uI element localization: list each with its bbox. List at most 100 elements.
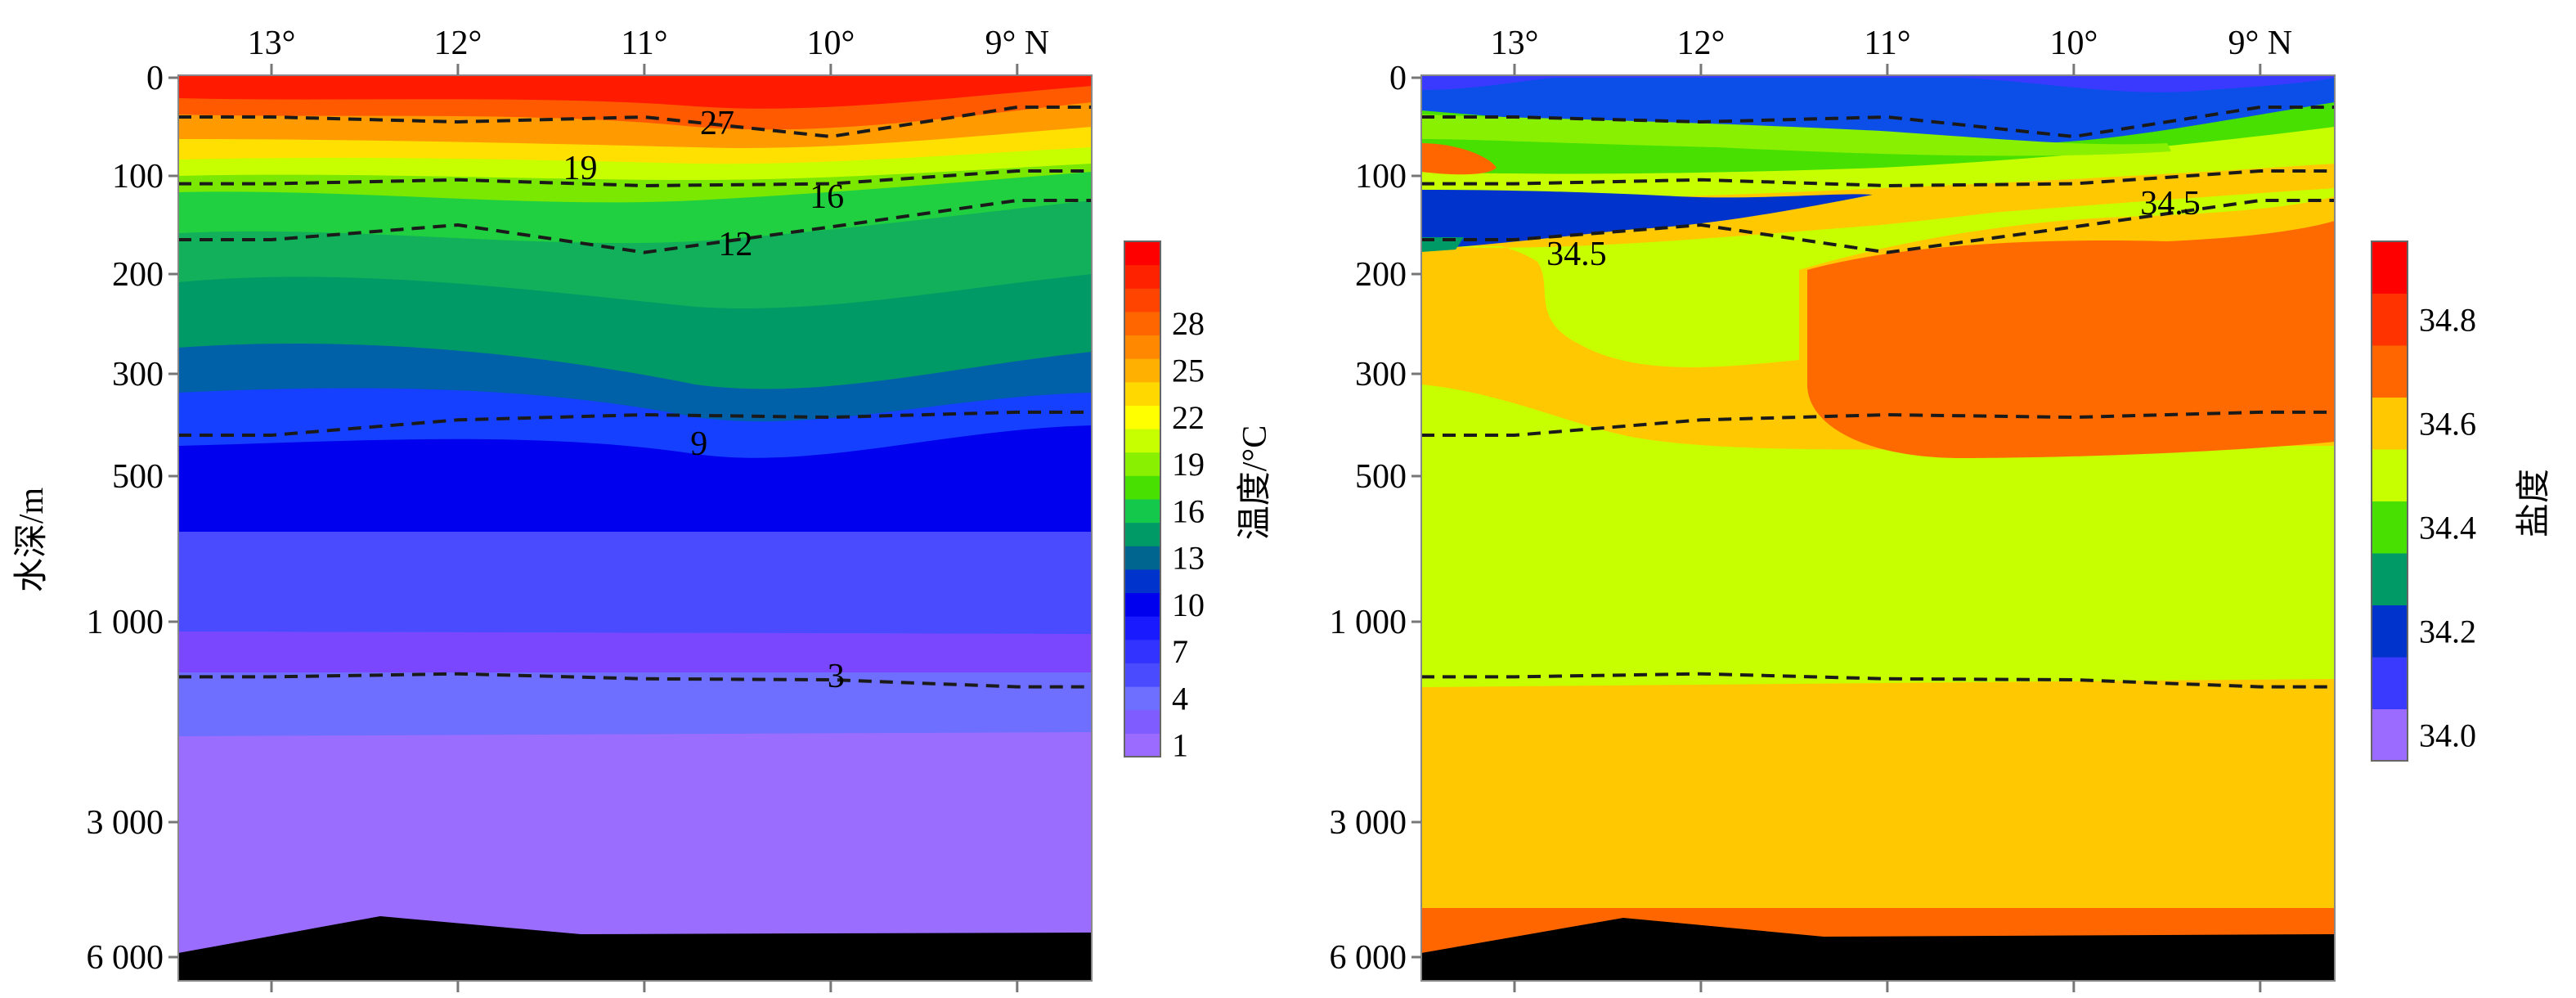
isoline bbox=[1421, 169, 2335, 188]
contour-label: 34.5 bbox=[2140, 185, 2201, 223]
y-tick-label: 100 bbox=[112, 158, 164, 196]
isoline bbox=[178, 672, 1092, 689]
colorbar-tick-label: 28 bbox=[1172, 305, 1205, 342]
x-tick-label: 9° N bbox=[2228, 25, 2292, 62]
x-tick-label: 10° bbox=[2049, 25, 2098, 62]
x-tick-label: 12° bbox=[434, 25, 482, 62]
isoline bbox=[178, 106, 1092, 139]
colorbar-tick-label: 22 bbox=[1172, 399, 1205, 436]
seafloor-bathymetry bbox=[178, 916, 1092, 981]
isoline bbox=[178, 169, 1092, 188]
y-tick-label: 6 000 bbox=[87, 939, 164, 977]
y-tick-label: 1 000 bbox=[1330, 604, 1407, 641]
x-tick-label: 11° bbox=[621, 25, 667, 62]
temperature-colorbar-label: 温度/°C bbox=[1236, 425, 1274, 540]
isoline bbox=[178, 199, 1092, 254]
seafloor-bathymetry bbox=[1421, 918, 2335, 981]
colorbar-segment bbox=[1124, 311, 1160, 336]
x-tick-label: 12° bbox=[1677, 25, 1726, 62]
isoline bbox=[1421, 672, 2335, 689]
isoline bbox=[1421, 106, 2335, 139]
colorbar-segment bbox=[2372, 657, 2408, 709]
colorbar-tick-label: 7 bbox=[1172, 633, 1188, 670]
colorbar-segment bbox=[1124, 686, 1160, 711]
colorbar-tick-label: 16 bbox=[1172, 492, 1205, 529]
contour-label: 16 bbox=[810, 178, 844, 216]
colorbar-segment bbox=[1124, 709, 1160, 734]
y-tick-label: 0 bbox=[1389, 60, 1407, 97]
contour-label: 12 bbox=[718, 226, 752, 263]
colorbar-segment bbox=[2372, 241, 2408, 294]
colorbar-segment bbox=[1124, 358, 1160, 383]
y-tick-label: 6 000 bbox=[1330, 939, 1407, 977]
contour-label: 34.5 bbox=[1546, 236, 1607, 273]
colorbar-segment bbox=[1124, 475, 1160, 500]
y-tick-label: 0 bbox=[146, 60, 164, 97]
isoline bbox=[1421, 199, 2335, 254]
y-tick-label: 200 bbox=[1355, 256, 1407, 294]
isoline bbox=[178, 410, 1092, 437]
colorbar-segment bbox=[1124, 663, 1160, 687]
contour-label: 3 bbox=[828, 658, 845, 695]
colorbar-segment bbox=[1124, 639, 1160, 663]
colorbar-frame bbox=[1124, 241, 1161, 757]
y-tick-label: 1 000 bbox=[87, 604, 164, 641]
x-tick-label: 11° bbox=[1864, 25, 1910, 62]
x-tick-label: 9° N bbox=[985, 25, 1049, 62]
colorbar-segment bbox=[2372, 293, 2408, 346]
colorbar-segment bbox=[1124, 264, 1160, 289]
colorbar-segment bbox=[1124, 733, 1160, 757]
colorbar-segment bbox=[2372, 345, 2408, 398]
y-tick-label: 500 bbox=[112, 458, 164, 496]
colorbar-segment bbox=[1124, 335, 1160, 359]
colorbar-segment bbox=[1124, 499, 1160, 524]
colorbar-segment bbox=[2372, 397, 2408, 450]
colorbar-segment bbox=[1124, 569, 1160, 594]
salinity-colorbar-label: 盐度 bbox=[2515, 469, 2553, 537]
temperature-field: 27 19 16 12 9 3 bbox=[178, 75, 1092, 981]
contour-label: 19 bbox=[563, 150, 597, 187]
x-tick-label: 13° bbox=[248, 25, 296, 62]
colorbar-segment bbox=[2372, 605, 2408, 658]
x-tick-label: 10° bbox=[806, 25, 855, 62]
contour-label: 9 bbox=[690, 425, 707, 463]
y-tick-label: 200 bbox=[112, 256, 164, 294]
colorbar-tick-label: 34.6 bbox=[2419, 405, 2476, 442]
colorbar-segment bbox=[2372, 449, 2408, 501]
temperature-section-panel: 27 19 16 12 9 3 13° 12° 11° 10° 9° N 0 100 200 300 500… bbox=[87, 25, 1205, 992]
colorbar-segment bbox=[1124, 616, 1160, 641]
colorbar-segment bbox=[1124, 452, 1160, 476]
y-tick-label: 500 bbox=[1355, 458, 1407, 496]
y-tick-label: 300 bbox=[1355, 356, 1407, 393]
colorbar-tick-label: 34.4 bbox=[2419, 509, 2476, 546]
colorbar-tick-label: 34.8 bbox=[2419, 301, 2476, 338]
colorbar-tick-label: 1 bbox=[1172, 727, 1188, 764]
colorbar-tick-label: 4 bbox=[1172, 680, 1188, 717]
colorbar-segment bbox=[1124, 241, 1160, 266]
y-tick-label: 3 000 bbox=[87, 804, 164, 842]
colorbar-segment bbox=[1124, 592, 1160, 617]
colorbar-tick-label: 25 bbox=[1172, 353, 1205, 389]
colorbar-segment bbox=[1124, 405, 1160, 429]
colorbar-tick-label: 19 bbox=[1172, 446, 1205, 483]
colorbar-tick-label: 10 bbox=[1172, 587, 1205, 623]
y-tick-label: 100 bbox=[1355, 158, 1407, 196]
salinity-section-panel: 34.5 34.5 13° 12° 11° 10° 9° N 0 100 200 300 500 1 … bbox=[1330, 25, 2476, 992]
contour-label: 27 bbox=[700, 105, 734, 142]
colorbar-tick-label: 34.2 bbox=[2419, 613, 2476, 650]
y-tick-label: 300 bbox=[112, 356, 164, 393]
y-axis-label: 水深/m bbox=[13, 488, 51, 593]
colorbar-segment bbox=[2372, 553, 2408, 605]
x-tick-label: 13° bbox=[1491, 25, 1539, 62]
colorbar-segment bbox=[2372, 708, 2408, 762]
colorbar-tick-label: 13 bbox=[1172, 540, 1205, 577]
salinity-field: 34.5 34.5 bbox=[1421, 75, 2335, 981]
colorbar-segment bbox=[1124, 429, 1160, 453]
colorbar-tick-label: 34.0 bbox=[2419, 717, 2476, 753]
colorbar-segment bbox=[1124, 381, 1160, 406]
y-tick-label: 3 000 bbox=[1330, 804, 1407, 842]
isoline bbox=[1421, 410, 2335, 437]
colorbar-frame bbox=[2371, 241, 2408, 762]
colorbar-segment bbox=[1124, 546, 1160, 570]
